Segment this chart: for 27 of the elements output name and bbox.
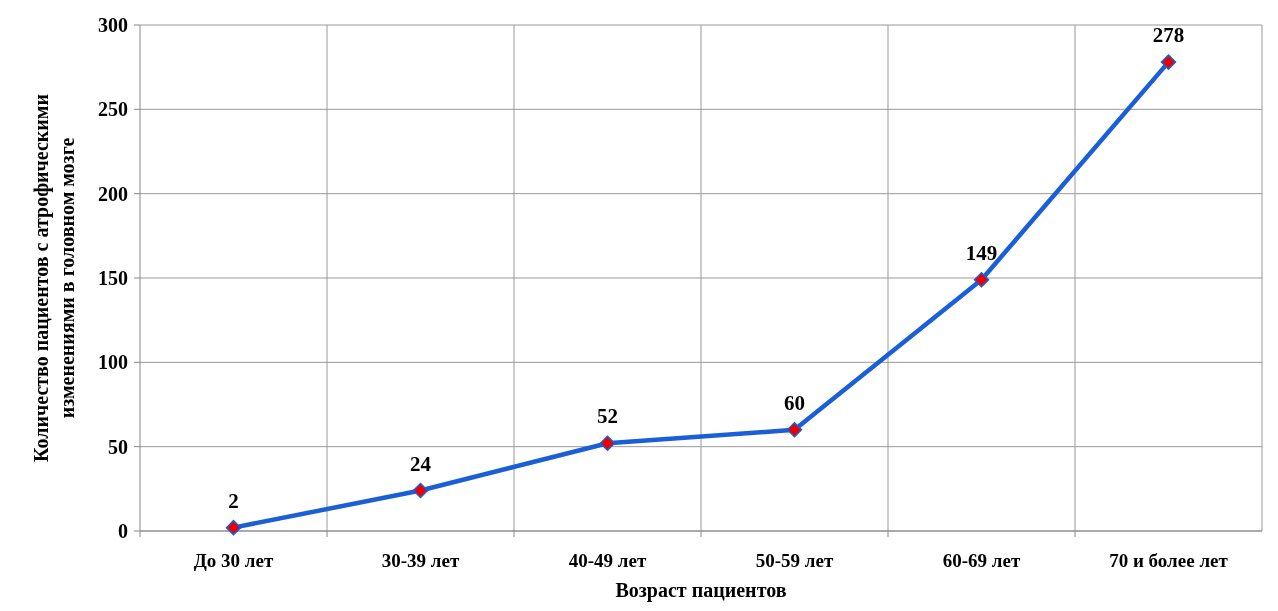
x-tick-label: До 30 лет [193,550,274,571]
x-tick-label: 30-39 лет [381,550,460,571]
point [599,435,616,452]
data-label: 278 [1152,23,1185,48]
y-tick-label: 50 [108,435,128,458]
y-tick-label: 250 [98,98,128,121]
y-tick-label: 300 [98,14,128,36]
x-axis-title: Возраст пациентов [615,579,787,602]
x-tick-label: 60-69 лет [942,550,1021,571]
data-label: 2 [228,488,239,513]
y-tick-label: 0 [118,520,128,542]
x-tick-label: 40-49 лет [568,550,647,571]
point [973,271,990,288]
y-tick-label: 200 [98,182,128,205]
y-tick-label: 100 [98,351,128,374]
point [225,519,242,536]
y-tick-label: 150 [98,267,128,289]
data-label: 24 [410,451,432,476]
data-label: 52 [597,404,618,429]
y-axis-title: Количество пациентов с атрофическими изменениями в головном мозге [30,94,78,462]
x-tick-label: 70 и более лет [1109,550,1229,571]
x-tick-label: 50-59 лет [755,550,834,571]
data-label: 60 [784,390,805,415]
point [412,482,429,499]
point [1160,54,1177,70]
point [786,422,803,438]
data-label: 149 [965,240,998,265]
